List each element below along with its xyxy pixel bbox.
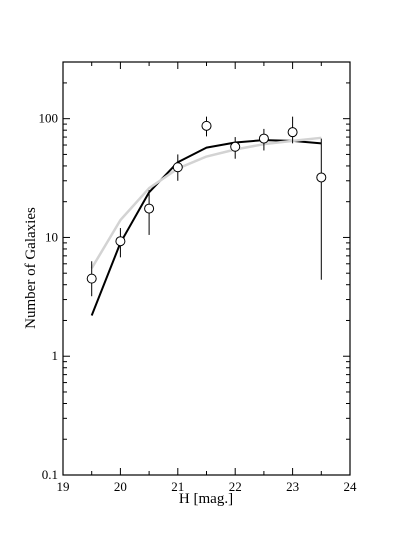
y-tick-label: 10 — [45, 229, 58, 244]
data-point — [115, 236, 126, 247]
y-tick-label: 1 — [52, 348, 59, 363]
x-axis: 19 20 21 22 23 24 — [57, 62, 358, 494]
x-tick-label: 23 — [286, 479, 299, 494]
y-tick-label: 0.1 — [42, 467, 58, 482]
data-point — [316, 172, 327, 183]
model-line-grey — [90, 136, 322, 269]
data-point — [230, 141, 241, 152]
data-point — [201, 120, 212, 131]
plot-area — [86, 116, 327, 316]
x-tick-label: 19 — [57, 479, 70, 494]
model-line-black — [90, 139, 322, 316]
y-axis-title: Number of Galaxies — [23, 207, 39, 329]
x-tick-label: 20 — [114, 479, 127, 494]
data-point — [86, 273, 97, 284]
y-tick-label: 100 — [39, 111, 59, 126]
data-point — [144, 203, 155, 214]
data-point — [172, 162, 183, 173]
y-axis: 0.1 1 10 100 — [39, 82, 350, 482]
data-point — [258, 133, 269, 144]
x-tick-label: 22 — [229, 479, 242, 494]
x-axis-title: H [mag.] — [179, 491, 233, 507]
x-tick-label: 21 — [171, 479, 184, 494]
x-tick-label: 24 — [344, 479, 358, 494]
data-point — [287, 127, 298, 138]
